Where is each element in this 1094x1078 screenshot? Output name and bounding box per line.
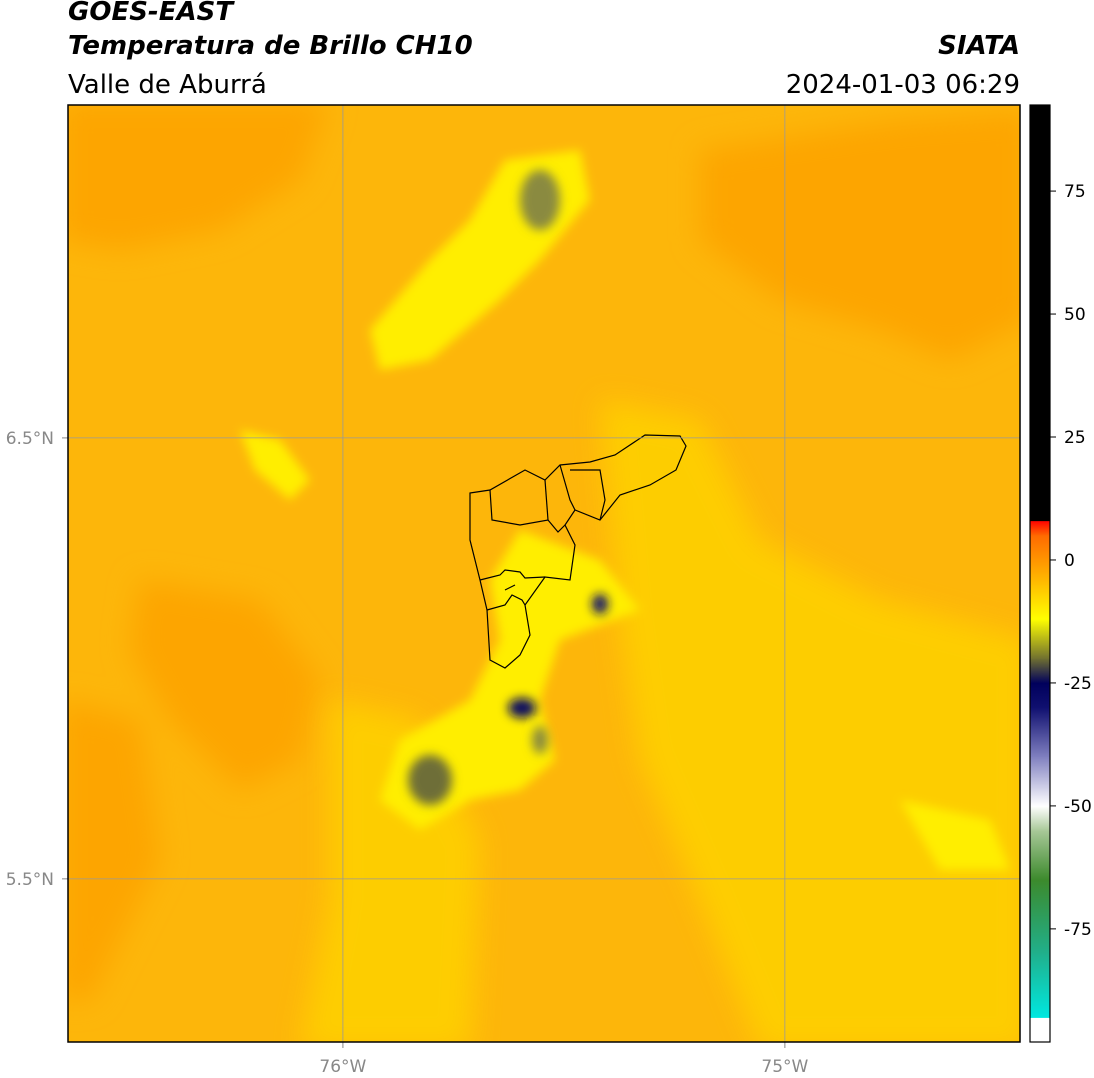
colorbar-segment [1030,707,1050,758]
colorbar-segment [1030,756,1050,807]
y-tick-label: 6.5°N [6,429,54,449]
colorbar-segment [1030,830,1050,881]
municipality-borders [469,434,687,669]
colorbar-tick-label: 0 [1064,551,1075,571]
colorbar-tick-label: 25 [1064,428,1086,448]
colorbar-segment [1030,618,1050,659]
region: Valle de Aburrá [68,70,267,100]
subtitle: Temperatura de Brillo CH10 [68,31,473,61]
timestamp: 2024-01-03 06:29 [786,70,1020,100]
temperature-field [68,105,1020,1042]
colorbar-tick-label: 50 [1064,305,1086,325]
colorbar-segment [1030,879,1050,954]
title: GOES-EAST [68,0,235,27]
colorbar-segment [1030,520,1050,536]
colorbar-frame [1029,104,1051,1043]
colorbar-tick-label: -75 [1064,920,1092,940]
colorbar-segment [1030,535,1050,586]
map-frame [67,104,1021,1043]
colorbar-tick-label: 75 [1064,182,1086,202]
colorbar-segment [1030,805,1050,831]
colorbar-segment [1030,105,1050,522]
colorbar-segment [1030,1017,1050,1043]
source: SIATA [938,31,1020,61]
x-tick-label: 75°W [761,1057,808,1077]
colorbar-segment [1030,658,1050,684]
colorbar-tick-label: -25 [1064,674,1092,694]
colorbar-tick-label: -50 [1064,797,1092,817]
x-tick-label: 76°W [319,1057,366,1077]
colorbar-segment [1030,584,1050,620]
colorbar-segment [1030,682,1050,709]
colorbar-segment [1030,953,1050,1018]
y-tick-label: 5.5°N [6,870,54,890]
